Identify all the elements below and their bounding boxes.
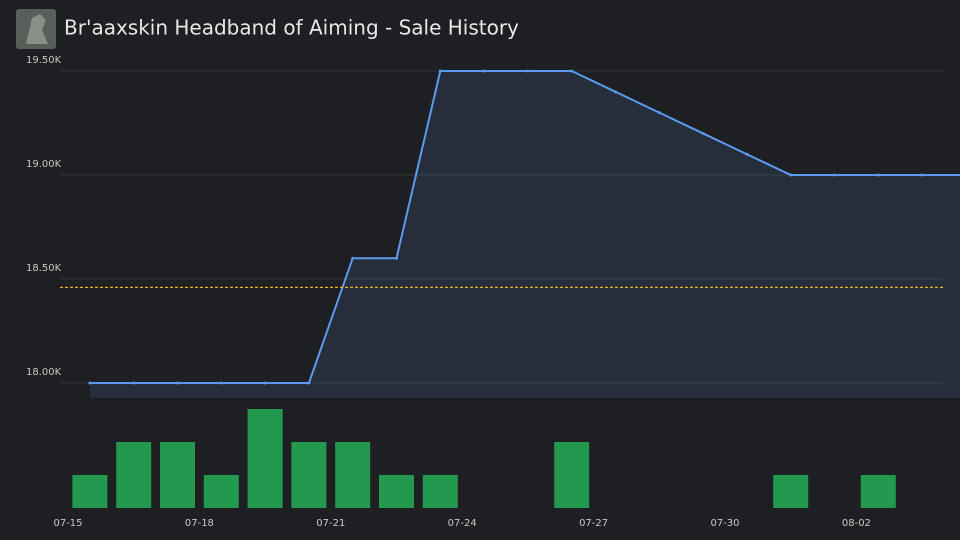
- sales-bar: [335, 442, 371, 508]
- price-point: [438, 69, 442, 73]
- y-tick-label: 18.00K: [26, 367, 62, 378]
- sales-bar: [860, 475, 896, 508]
- sales-bar: [379, 475, 414, 508]
- sales-bar: [291, 442, 327, 508]
- x-tick-label: 07-30: [710, 518, 739, 529]
- price-point: [570, 69, 574, 73]
- price-point: [482, 69, 486, 73]
- price-point: [920, 173, 924, 177]
- sales-bar: [116, 442, 152, 508]
- price-point: [132, 381, 136, 385]
- x-tick-label: 07-24: [448, 518, 477, 529]
- price-point: [526, 69, 530, 73]
- price-point: [219, 381, 223, 385]
- chart-title: Br'aaxskin Headband of Aiming - Sale His…: [64, 16, 519, 40]
- item-icon-art: [26, 14, 48, 44]
- price-point: [395, 256, 398, 260]
- price-point: [307, 381, 311, 385]
- price-point: [176, 381, 179, 385]
- price-point: [88, 381, 92, 385]
- sales-bar: [247, 409, 283, 508]
- price-point: [745, 152, 749, 156]
- price-point: [789, 173, 793, 177]
- price-point: [657, 111, 661, 115]
- sales-bar: [554, 442, 590, 508]
- price-point: [876, 173, 880, 177]
- price-point: [701, 131, 705, 135]
- price-point: [351, 256, 355, 260]
- sales-bar: [72, 475, 108, 508]
- sales-bar: [422, 475, 458, 508]
- price-point: [263, 381, 267, 385]
- sales-bar: [203, 475, 239, 508]
- x-tick-label: 07-27: [579, 518, 608, 529]
- x-tick-label: 07-21: [316, 518, 345, 529]
- price-point: [614, 90, 617, 94]
- price-area: [89, 71, 960, 398]
- sales-bar: [160, 442, 195, 508]
- sales-bar: [773, 475, 809, 508]
- y-tick-label: 18.50K: [26, 263, 62, 274]
- price-point: [833, 173, 836, 177]
- x-tick-label: 07-15: [53, 518, 82, 529]
- y-tick-label: 19.00K: [26, 159, 62, 170]
- y-tick-label: 19.50K: [26, 55, 62, 66]
- x-tick-label: 07-18: [185, 518, 214, 529]
- x-tick-label: 08-02: [842, 518, 871, 529]
